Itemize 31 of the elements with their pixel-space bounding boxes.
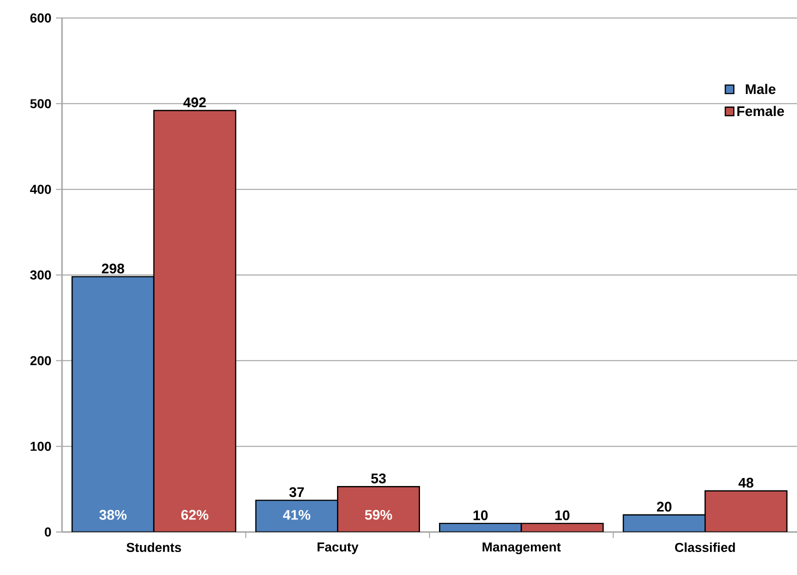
bar (255, 500, 338, 532)
bar (622, 514, 706, 532)
bar (704, 490, 788, 532)
data-label: 492 (183, 97, 206, 108)
y-tick-label: 600 (30, 13, 51, 23)
legend-label: Female (737, 106, 784, 116)
x-tick-label: Management (482, 542, 561, 554)
bar (153, 110, 236, 532)
y-tick-label: 200 (30, 356, 51, 366)
data-label: 10 (474, 510, 488, 520)
annotation: 38% (99, 510, 127, 520)
y-tick-label: 500 (30, 99, 51, 108)
data-label: 298 (102, 264, 124, 274)
annotation: 62% (181, 510, 208, 520)
y-tick-label: 400 (30, 184, 51, 194)
data-label: 10 (555, 510, 570, 520)
bar (72, 276, 154, 532)
legend-label: Male (746, 84, 776, 94)
data-label: 37 (289, 487, 304, 498)
y-tick-label: 0 (44, 527, 51, 537)
annotation: 41% (283, 510, 310, 520)
y-tick-label: 100 (30, 442, 51, 451)
x-tick-label: Facuty (318, 542, 358, 554)
data-label: 20 (656, 502, 672, 512)
x-tick-label: Students (126, 542, 182, 552)
bar (337, 486, 420, 532)
data-label: 48 (738, 478, 754, 488)
x-tick-label: Classified (675, 542, 735, 552)
data-label: 53 (371, 473, 386, 484)
annotation: 59% (364, 510, 392, 520)
y-tick-label: 300 (30, 270, 51, 280)
